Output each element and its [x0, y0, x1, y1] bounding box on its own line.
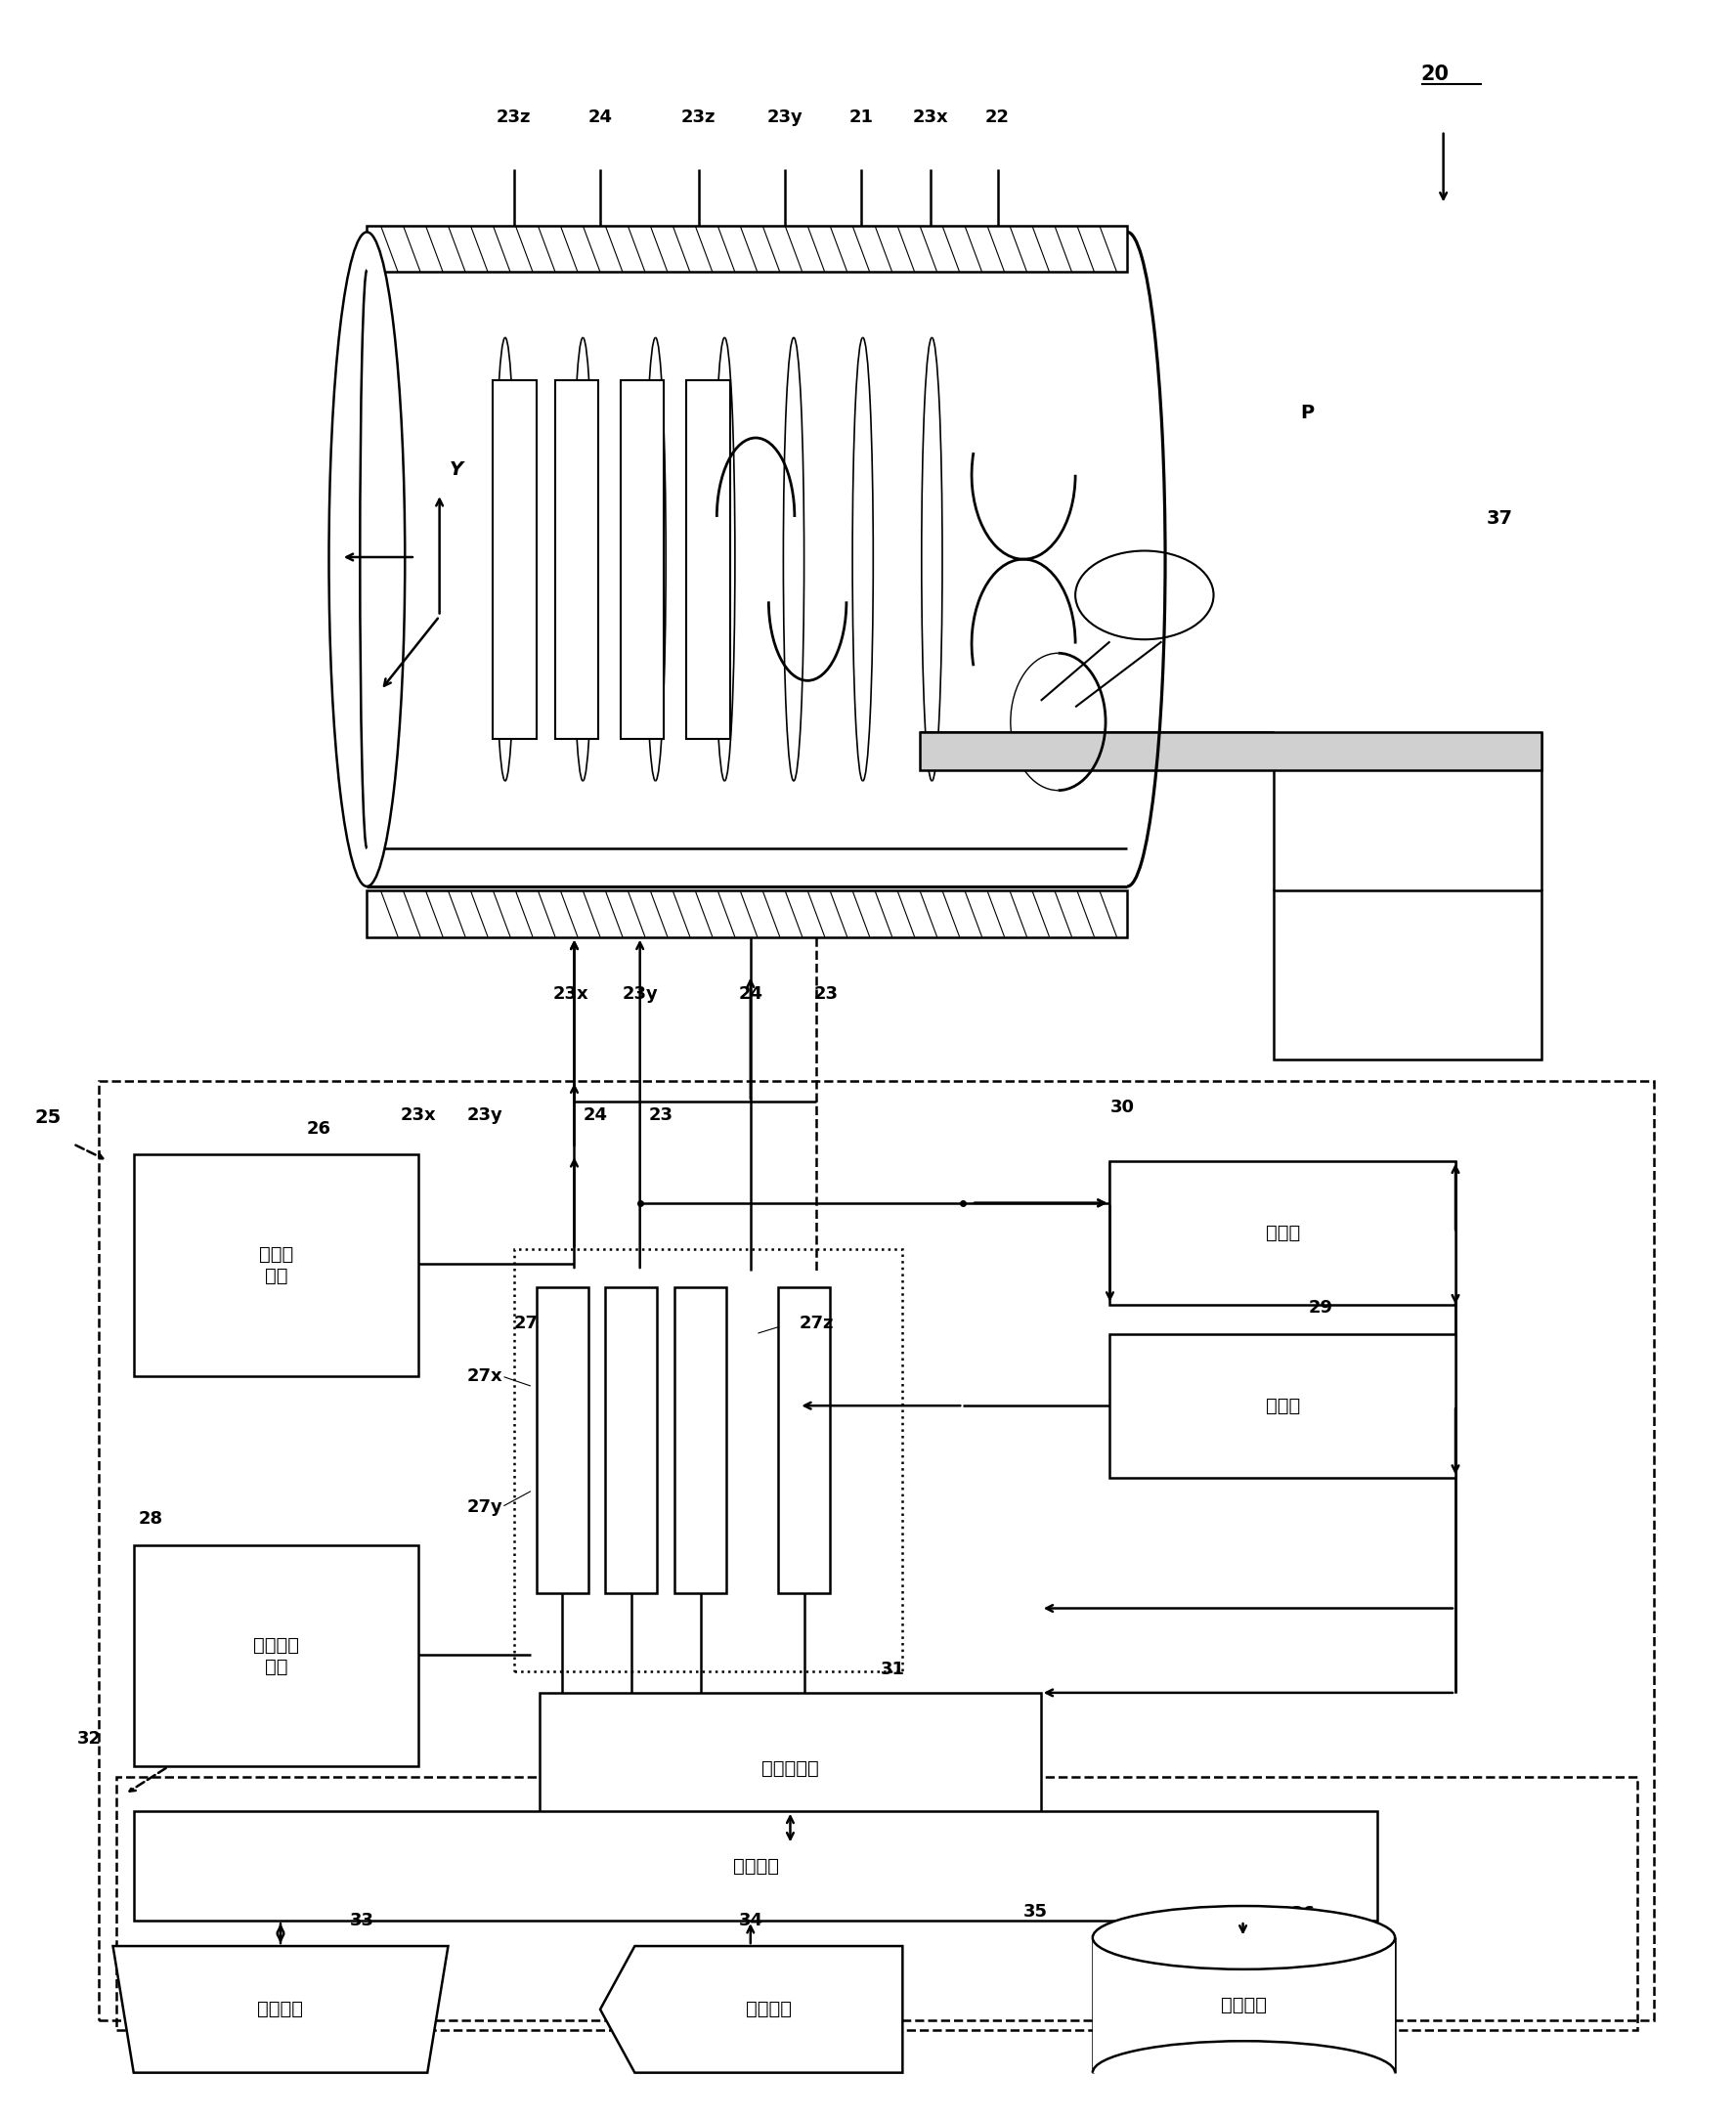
Text: 33: 33 — [349, 1911, 373, 1928]
Text: 29: 29 — [1309, 1299, 1333, 1318]
Text: Y: Y — [450, 460, 464, 479]
FancyBboxPatch shape — [778, 1288, 830, 1593]
Bar — [686, 379, 729, 740]
Text: 26: 26 — [307, 1121, 332, 1138]
Text: 36: 36 — [1292, 1905, 1316, 1922]
Text: 23z: 23z — [496, 108, 531, 127]
Bar — [366, 890, 1127, 937]
FancyBboxPatch shape — [134, 1812, 1378, 1920]
Text: 34: 34 — [738, 1911, 762, 1928]
Text: 23y: 23y — [621, 985, 658, 1002]
FancyBboxPatch shape — [1109, 1161, 1455, 1305]
Text: X: X — [349, 708, 363, 725]
Ellipse shape — [1092, 1905, 1396, 1969]
Text: P: P — [1300, 403, 1314, 422]
Text: 20: 20 — [1420, 66, 1450, 85]
Text: 23y: 23y — [767, 108, 804, 127]
Text: 23y: 23y — [467, 1106, 502, 1123]
Text: 序列控制器: 序列控制器 — [762, 1759, 819, 1778]
Text: 24: 24 — [589, 108, 613, 127]
FancyBboxPatch shape — [134, 1545, 418, 1767]
Text: 24: 24 — [583, 1106, 608, 1123]
Bar — [1092, 1937, 1396, 2072]
Bar — [920, 733, 1542, 771]
Text: 发送器: 发送器 — [1266, 1396, 1300, 1415]
Text: 27x: 27x — [467, 1367, 503, 1386]
Text: 显示装置: 显示装置 — [746, 2000, 792, 2019]
Text: 存储装置: 存储装置 — [1220, 1996, 1267, 2015]
Text: 37: 37 — [1486, 509, 1514, 528]
Bar — [493, 379, 536, 740]
Text: 23z: 23z — [681, 108, 715, 127]
FancyBboxPatch shape — [606, 1288, 658, 1593]
Text: 23: 23 — [649, 1106, 674, 1123]
Text: 32: 32 — [76, 1729, 101, 1748]
Text: 23: 23 — [814, 985, 838, 1002]
Text: Z: Z — [359, 504, 373, 523]
Polygon shape — [113, 1945, 448, 2072]
FancyBboxPatch shape — [540, 1693, 1042, 1846]
Text: 运算装置: 运算装置 — [733, 1856, 779, 1875]
Text: 27: 27 — [514, 1314, 538, 1333]
Bar — [1274, 890, 1542, 1060]
Polygon shape — [601, 1945, 903, 2072]
FancyBboxPatch shape — [134, 1155, 418, 1375]
Text: 静磁场
电源: 静磁场 电源 — [259, 1246, 293, 1286]
Ellipse shape — [328, 233, 404, 886]
Text: 23x: 23x — [552, 985, 589, 1002]
Text: 输入装置: 输入装置 — [257, 2000, 304, 2019]
Text: 24: 24 — [738, 985, 762, 1002]
Text: 27y: 27y — [467, 1498, 503, 1515]
Text: 35: 35 — [1024, 1903, 1049, 1920]
Text: 25: 25 — [35, 1108, 62, 1127]
FancyBboxPatch shape — [1109, 1335, 1455, 1477]
Text: 匀场线圈
电源: 匀场线圈 电源 — [253, 1636, 299, 1676]
Bar — [366, 227, 1127, 271]
Text: 28: 28 — [139, 1511, 163, 1528]
Text: 23x: 23x — [913, 108, 948, 127]
Bar — [621, 379, 665, 740]
FancyBboxPatch shape — [536, 1288, 589, 1593]
Bar — [556, 379, 599, 740]
FancyBboxPatch shape — [675, 1288, 726, 1593]
Text: 接收器: 接收器 — [1266, 1223, 1300, 1242]
Text: 31: 31 — [880, 1661, 904, 1678]
Text: 23x: 23x — [401, 1106, 437, 1123]
Text: 30: 30 — [1109, 1100, 1134, 1117]
Text: 22: 22 — [986, 108, 1010, 127]
Text: 21: 21 — [849, 108, 873, 127]
Text: 27z: 27z — [799, 1314, 833, 1333]
